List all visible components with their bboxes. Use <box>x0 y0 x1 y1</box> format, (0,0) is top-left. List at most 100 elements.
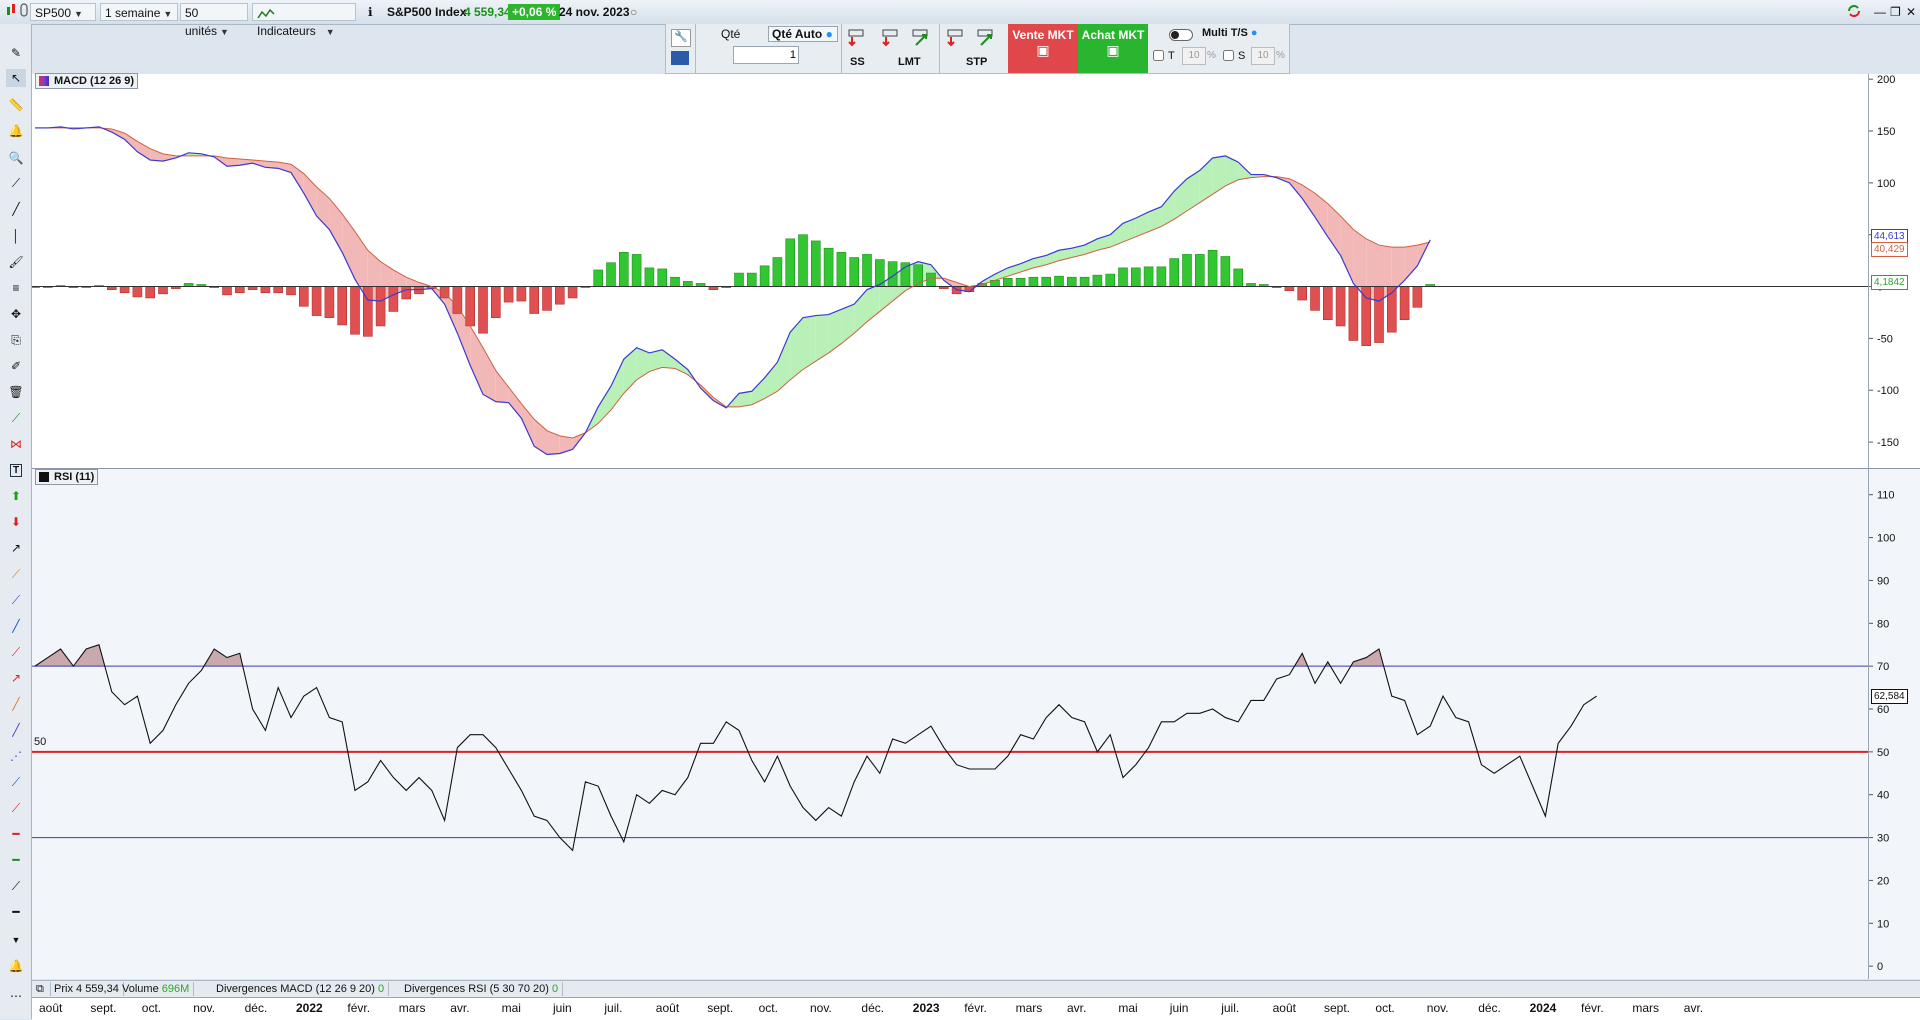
units-select[interactable]: 50 unités ▼ <box>180 3 248 38</box>
s-value-input[interactable]: 10 <box>1251 47 1275 65</box>
cursor-icon[interactable]: ↖ <box>6 69 26 87</box>
histogram-value-tag: 4,1842 <box>1871 275 1908 290</box>
orange-segment-icon[interactable]: ⟋ <box>11 566 21 581</box>
macd-y-axis: 200150100500-50-100-150 44,613 40,429 4,… <box>1868 74 1920 468</box>
green-horizontal-icon[interactable]: ━ <box>12 853 20 867</box>
eraser-icon[interactable]: ✐ <box>10 359 22 373</box>
text-tool-icon[interactable]: T <box>6 461 26 479</box>
alerts-icon[interactable]: 🔔 <box>8 959 24 973</box>
qty-input[interactable] <box>733 46 799 64</box>
macd-fill-segment <box>1353 229 1367 298</box>
histogram-bar <box>465 286 476 327</box>
histogram-bar <box>1169 258 1179 287</box>
line-tool-icon[interactable]: ╱ <box>12 202 20 216</box>
symbol-select[interactable]: SP500 ▼ <box>30 3 96 21</box>
macd-fill-segment <box>662 349 675 369</box>
paint-brush-icon[interactable]: 🖌 <box>8 255 24 269</box>
purple-line-icon[interactable]: ╱ <box>12 723 20 737</box>
red-arrow-icon[interactable]: ↗ <box>10 671 22 685</box>
lmt-buy-icon[interactable] <box>880 27 902 47</box>
move-icon[interactable]: ✥ <box>10 307 22 321</box>
time-axis: août sept. oct. nov. déc. 2022 févr. mars avr. ma… <box>32 997 1920 1020</box>
purple-segment-icon[interactable]: ⟋ <box>11 592 21 607</box>
close-icon[interactable]: ✕ <box>1906 5 1917 19</box>
panels-icon[interactable]: ⧉ <box>32 982 51 996</box>
trash-icon[interactable]: 🗑 <box>8 385 24 399</box>
ss-icon[interactable] <box>846 27 868 47</box>
histogram-bar <box>1323 286 1333 321</box>
price-info[interactable]: Prix 4 559,34 <box>50 982 124 996</box>
vertical-line-icon[interactable]: │ <box>12 229 20 243</box>
segment-tool-icon[interactable]: ⟋ <box>11 175 21 190</box>
fibonacci-icon[interactable]: ≡ <box>12 281 20 295</box>
macd-fill-segment <box>1212 155 1226 195</box>
buy-market-button[interactable]: Achat MKT ▣ <box>1078 24 1148 73</box>
wrench-icon[interactable]: 🔧 <box>671 29 691 47</box>
x-tick-label: sept. <box>90 1001 117 1015</box>
zoom-icon[interactable]: 🔍 <box>8 151 24 165</box>
horizontal-line-icon[interactable]: ━ <box>12 905 20 919</box>
macd-fill-segment <box>1033 255 1047 268</box>
dotted-purple-icon[interactable]: ⋰ <box>10 749 22 763</box>
histogram-bar <box>798 234 808 287</box>
trend-up-icon[interactable]: ⟋ <box>11 410 21 425</box>
macd-divergences-info[interactable]: Divergences MACD (12 26 9 20) 0 <box>212 982 390 996</box>
macd-fill-segment <box>815 314 829 362</box>
arrow-line-icon[interactable]: ↗ <box>10 541 22 555</box>
macd-panel-title[interactable]: MACD (12 26 9) <box>35 73 139 89</box>
y-tick-label: 10 <box>1877 918 1889 930</box>
keyboard-icon[interactable] <box>671 51 689 65</box>
orange-line-icon[interactable]: ╱ <box>12 697 20 711</box>
minimize-icon[interactable]: — <box>1874 5 1886 19</box>
blue-dots-icon[interactable]: ⟋ <box>11 774 21 789</box>
x-tick-label: févr. <box>964 1001 987 1015</box>
multi-ts-toggle[interactable] <box>1169 29 1193 41</box>
refresh-icon[interactable] <box>1842 3 1860 21</box>
histogram-bar <box>1143 266 1154 287</box>
t-value-input[interactable]: 10 <box>1182 47 1206 65</box>
macd-fill-segment <box>1097 234 1111 251</box>
copy-icon[interactable]: ⎘ <box>11 332 21 347</box>
ruler-icon[interactable]: 📏 <box>8 98 24 112</box>
indicators-label: Indicateurs <box>257 24 316 38</box>
t-checkbox[interactable] <box>1153 50 1164 61</box>
buy-label: Achat MKT <box>1081 28 1145 42</box>
indicators-button[interactable]: Indicateurs ▼ <box>252 3 356 38</box>
histogram-bar <box>1220 256 1231 287</box>
y-tick-label: 110 <box>1877 490 1895 502</box>
arrow-down-icon[interactable]: ⬇ <box>10 515 22 529</box>
stp-buy-icon[interactable] <box>945 27 967 47</box>
channel-icon[interactable]: ⋈ <box>10 437 22 451</box>
red-dots-icon[interactable]: ⟋ <box>11 800 21 815</box>
rsi-divergences-info[interactable]: Divergences RSI (5 30 70 20) 0 <box>400 982 564 996</box>
dotted-segment-icon[interactable]: ⟋ <box>11 878 21 893</box>
restore-icon[interactable]: ❐ <box>1890 5 1901 19</box>
stp-sell-icon[interactable] <box>975 27 997 47</box>
sell-market-button[interactable]: Vente MKT ▣ <box>1008 24 1078 73</box>
lmt-sell-icon[interactable] <box>910 27 932 47</box>
alarm-bell-icon[interactable]: 🔔 <box>8 124 24 138</box>
info-icon[interactable]: ℹ <box>368 5 373 19</box>
blue-segment-icon[interactable]: ╱ <box>12 619 20 633</box>
histogram-bar <box>324 286 335 318</box>
chart-type-icon[interactable] <box>2 3 16 21</box>
macd-fill-segment <box>764 362 778 399</box>
period-select[interactable]: 1 semaine ▼ <box>100 3 178 21</box>
pencil-icon[interactable]: ✎ <box>10 46 22 60</box>
rsi-panel-title[interactable]: RSI (11) <box>35 469 99 485</box>
red-segment-icon[interactable]: ⟋ <box>11 644 21 659</box>
red-horizontal-icon[interactable]: ━ <box>12 827 20 841</box>
y-tick-label: 200 <box>1877 74 1895 86</box>
more-icon[interactable]: ⋯ <box>10 989 22 1003</box>
volume-info[interactable]: Volume 696M <box>118 982 195 996</box>
histogram-bar <box>644 267 655 287</box>
macd-fill-segment <box>1071 245 1085 258</box>
collapse-icon[interactable]: ▼ <box>11 935 21 945</box>
overbought-fill <box>35 649 74 667</box>
s-checkbox[interactable] <box>1223 50 1234 61</box>
qty-label: Qté <box>721 27 741 41</box>
qty-auto-button[interactable]: Qté Auto ● <box>768 26 838 42</box>
arrow-up-icon[interactable]: ⬆ <box>10 489 22 503</box>
link-icon[interactable] <box>16 3 28 21</box>
